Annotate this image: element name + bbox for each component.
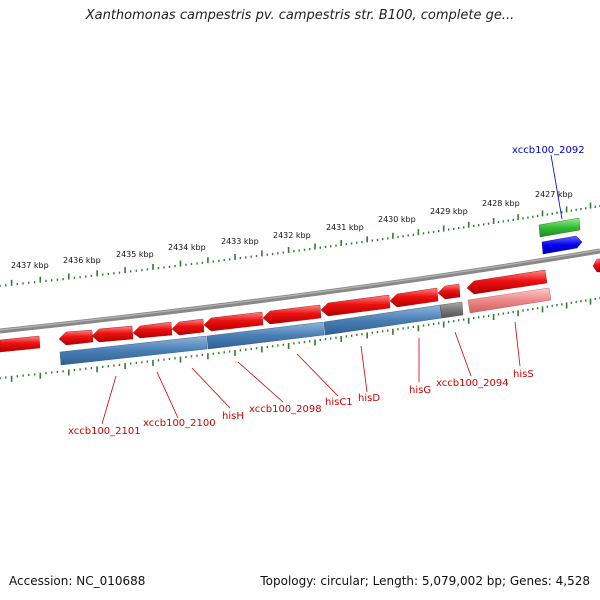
reverse-genes (59, 287, 552, 366)
gene-label-hisg[interactable]: hisG (409, 385, 431, 396)
gene-label-hiss[interactable]: hisS (513, 369, 534, 380)
gene-arrow[interactable] (541, 235, 583, 255)
gene-arrow[interactable] (203, 311, 264, 332)
outer-genes (538, 217, 583, 255)
accession-label: Accession: NC_010688 (9, 574, 146, 588)
scale-label: 2431 kbp (326, 223, 364, 232)
gene-arrow[interactable] (58, 329, 94, 346)
scale-label: 2430 kbp (378, 215, 416, 224)
gene-bar[interactable] (439, 301, 464, 319)
gene-bar[interactable] (59, 335, 208, 366)
scale-label: 2432 kbp (273, 231, 311, 240)
gene-arrow[interactable] (437, 283, 461, 300)
forward-genes (0, 258, 600, 353)
inner-scale-ticks (0, 297, 600, 382)
scale-label: 2437 kbp (11, 261, 49, 270)
gene-label-xccb100-2101[interactable]: xccb100_2101 (68, 426, 141, 437)
gene-bar[interactable] (538, 217, 581, 238)
scale-label: 2436 kbp (63, 256, 101, 265)
gene-arrow[interactable] (466, 269, 548, 295)
scale-label: 2428 kbp (482, 199, 520, 208)
gene-bar[interactable] (467, 287, 552, 314)
scale-label: 2433 kbp (221, 237, 259, 246)
gene-arrow[interactable] (262, 304, 322, 325)
gene-arrow[interactable] (171, 318, 205, 336)
gene-labels: xccb100_2092 xccb100_2101 xccb100_2100 h… (68, 145, 585, 437)
gene-arrow[interactable] (320, 294, 391, 317)
gene-label-xccb100-2092[interactable]: xccb100_2092 (512, 145, 585, 156)
gene-arrow[interactable] (91, 325, 134, 343)
gene-label-hish[interactable]: hisH (222, 411, 244, 422)
gene-label-xccb100-2094[interactable]: xccb100_2094 (436, 378, 509, 389)
scale-labels: 2437 kbp 2436 kbp 2435 kbp 2434 kbp 2433… (11, 190, 573, 270)
scale-label: 2427 kbp (535, 190, 573, 199)
scale-label: 2435 kbp (116, 250, 154, 259)
gene-label-xccb100-2100[interactable]: xccb100_2100 (143, 418, 216, 429)
label-leaders (101, 154, 563, 425)
gene-bar[interactable] (206, 321, 325, 350)
gene-arrow[interactable] (0, 335, 41, 353)
outer-scale-ticks (0, 202, 600, 287)
scale-label: 2429 kbp (430, 207, 468, 216)
gene-label-xccb100-2098[interactable]: xccb100_2098 (249, 404, 322, 415)
gene-arrow[interactable] (389, 287, 439, 308)
genome-summary: Topology: circular; Length: 5,079,002 bp… (260, 574, 590, 588)
scale-label: 2434 kbp (168, 243, 206, 252)
gene-label-hisd[interactable]: hisD (358, 393, 380, 404)
gene-label-hisc1[interactable]: hisC1 (325, 397, 353, 408)
genome-backbone (0, 248, 600, 334)
map-title: Xanthomonas campestris pv. campestris st… (85, 8, 515, 23)
gene-arrow[interactable] (592, 258, 600, 273)
gene-arrow[interactable] (132, 321, 173, 339)
